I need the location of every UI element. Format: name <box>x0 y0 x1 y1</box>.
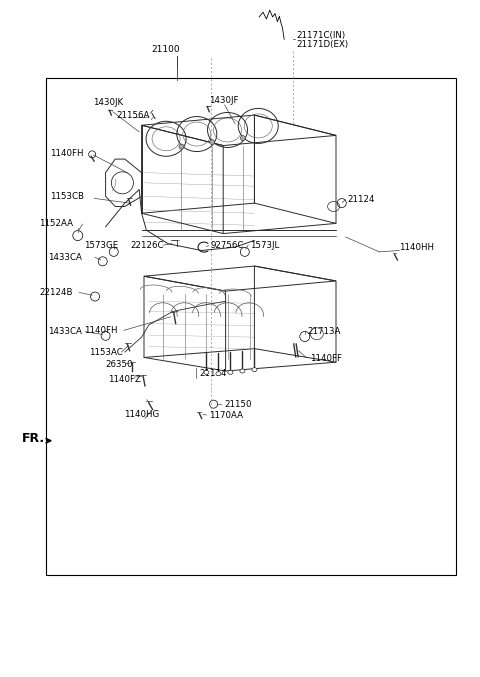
Ellipse shape <box>179 144 184 149</box>
Ellipse shape <box>252 368 257 372</box>
Text: 22124B: 22124B <box>39 288 73 297</box>
Text: 21114: 21114 <box>199 369 227 378</box>
Text: 1140FH: 1140FH <box>84 326 118 335</box>
Text: 1140FZ: 1140FZ <box>108 374 141 384</box>
Text: FR.: FR. <box>22 432 45 445</box>
Ellipse shape <box>240 135 245 141</box>
Text: 1433CA: 1433CA <box>48 327 82 336</box>
Text: 21171C(IN): 21171C(IN) <box>297 31 346 41</box>
Text: 1170AA: 1170AA <box>209 410 243 420</box>
Text: 1140HG: 1140HG <box>124 410 159 419</box>
Text: 21171D(EX): 21171D(EX) <box>297 40 349 49</box>
Text: 1430JK: 1430JK <box>93 98 123 108</box>
Text: 1430JF: 1430JF <box>209 95 238 105</box>
Text: 21100: 21100 <box>151 45 180 54</box>
Text: 1152AA: 1152AA <box>39 219 73 228</box>
Ellipse shape <box>228 370 233 374</box>
Ellipse shape <box>240 369 245 373</box>
Bar <box>46 78 456 575</box>
Ellipse shape <box>204 370 209 374</box>
Text: 21150: 21150 <box>225 400 252 410</box>
Text: 1153AC: 1153AC <box>89 347 122 357</box>
Text: 21156A: 21156A <box>117 111 150 121</box>
Text: 1140FH: 1140FH <box>50 148 84 158</box>
Text: 1433CA: 1433CA <box>48 253 82 262</box>
Text: 1573GE: 1573GE <box>84 241 118 250</box>
Text: 1153CB: 1153CB <box>50 192 84 201</box>
Text: 26350: 26350 <box>106 359 133 369</box>
Ellipse shape <box>216 372 221 376</box>
Text: 22126C: 22126C <box>131 241 164 250</box>
Ellipse shape <box>210 139 215 145</box>
Text: 21713A: 21713A <box>307 327 341 336</box>
Text: 21124: 21124 <box>348 195 375 204</box>
Text: 1573JL: 1573JL <box>250 240 279 250</box>
Text: 1140FF: 1140FF <box>310 354 342 364</box>
Text: 1140HH: 1140HH <box>399 242 434 252</box>
Text: 92756C: 92756C <box>210 240 244 250</box>
